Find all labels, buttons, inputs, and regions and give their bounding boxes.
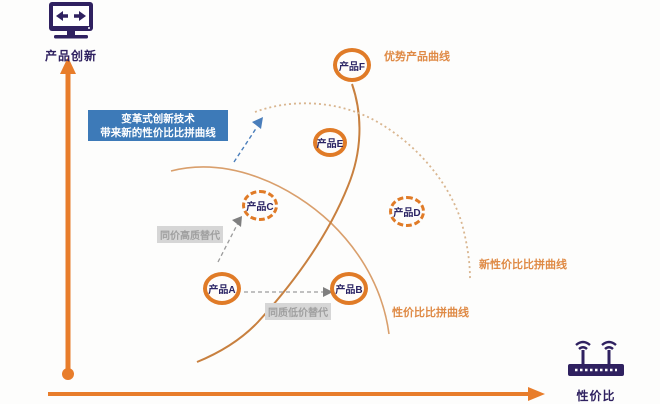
x-axis [48, 387, 545, 401]
product-node-f: 产品F [333, 48, 371, 82]
price-performance-legend: 性价比 [558, 336, 634, 404]
product-node-c: 产品C [242, 190, 278, 221]
product-b-label: 产品B [335, 285, 363, 296]
y-axis-label: 产品创新 [44, 49, 97, 63]
arrow-a-to-c [217, 216, 242, 263]
product-c-label: 产品C [246, 202, 274, 213]
arrow-a-to-b [244, 287, 333, 297]
callout-line1: 变革式创新技术 [121, 112, 195, 125]
advantage-curve-label: 优势产品曲线 [384, 51, 450, 63]
competition-curve-label: 性价比比拼曲线 [392, 307, 469, 319]
product-node-d: 产品D [389, 196, 425, 227]
router-wifi-icon [568, 340, 624, 376]
x-axis-label: 性价比 [576, 389, 616, 403]
product-node-a: 产品A [203, 272, 241, 305]
product-a-label: 产品A [208, 285, 236, 296]
advantage-curve [196, 83, 361, 363]
product-f-label: 产品F [338, 61, 366, 73]
product-node-b: 产品B [330, 272, 368, 305]
product-innovation-legend: 产品创新 [38, 2, 104, 64]
product-node-e: 产品E [313, 128, 347, 157]
same-quality-lower-price-tag: 同质低价替代 [265, 303, 331, 320]
new-competition-curve-label: 新性价比比拼曲线 [479, 259, 567, 271]
arrow-to-new-curve [233, 117, 263, 163]
product-e-label: 产品E [316, 139, 344, 150]
callout-line2: 带来新的性价比比拼曲线 [100, 126, 216, 139]
innovation-callout: 变革式创新技术 带来新的性价比比拼曲线 [88, 110, 228, 141]
monitor-arrows-icon [49, 2, 93, 39]
product-d-label: 产品D [393, 208, 421, 219]
same-price-higher-quality-tag: 同价高质替代 [157, 226, 223, 243]
y-axis [60, 57, 76, 380]
new-competition-curve [254, 102, 471, 280]
